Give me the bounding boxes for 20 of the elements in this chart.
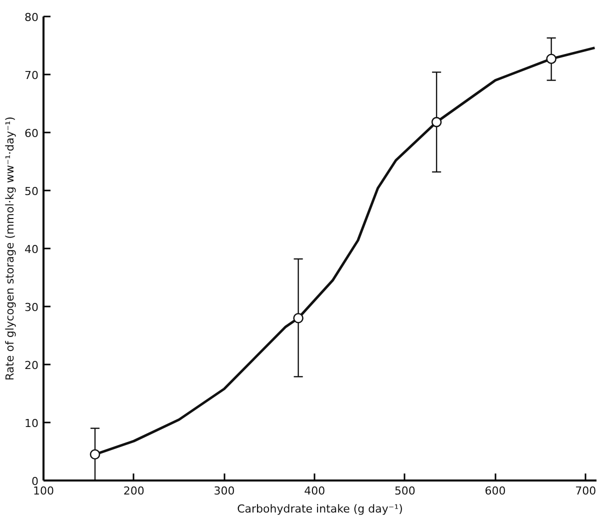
y-tick-label: 80	[24, 11, 39, 24]
point	[546, 54, 556, 64]
x-tick-label: 500	[394, 484, 416, 498]
x-axis-title: Carbohydrate intake (g day⁻¹)	[237, 502, 403, 516]
point	[90, 449, 100, 460]
x-tick-label: 700	[575, 484, 596, 498]
y-tick-label: 40	[24, 243, 39, 256]
x-tick-label: 200	[123, 484, 144, 498]
y-tick-label: 60	[24, 127, 39, 140]
x-tick-label: 600	[484, 484, 506, 498]
point	[293, 312, 304, 324]
y-tick-label: 10	[24, 417, 39, 430]
y-tick-label: 70	[24, 69, 39, 82]
x-tick-label: 300	[214, 484, 235, 498]
x-tick-label: 400	[304, 484, 326, 498]
y-tick-label: 30	[24, 301, 39, 314]
point	[431, 116, 442, 128]
y-axis-title: Rate of glycogen storage (mmol·kg ww⁻¹·day⁻¹)	[4, 116, 17, 380]
y-tick-label: 20	[24, 359, 39, 372]
y-tick-label: 50	[24, 185, 39, 198]
